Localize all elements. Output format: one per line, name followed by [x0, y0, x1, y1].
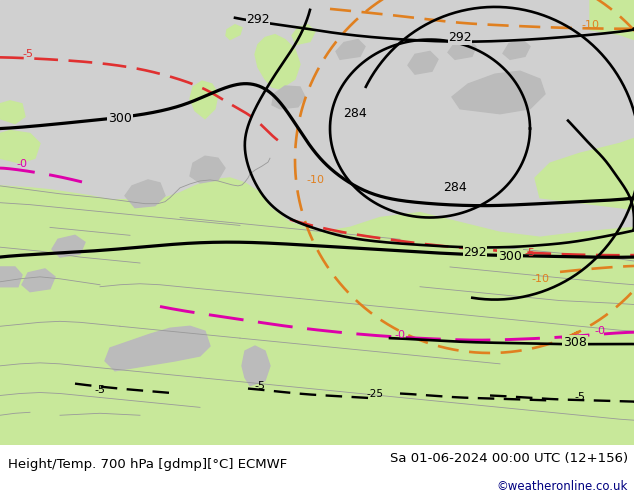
Text: -0: -0: [16, 159, 27, 169]
Polygon shape: [0, 0, 634, 445]
Polygon shape: [52, 235, 85, 257]
Polygon shape: [0, 267, 22, 287]
Polygon shape: [226, 24, 242, 40]
Text: -5: -5: [94, 385, 105, 394]
Polygon shape: [272, 86, 305, 109]
Text: -0: -0: [595, 326, 605, 336]
Text: -5: -5: [22, 49, 34, 59]
Text: ©weatheronline.co.uk: ©weatheronline.co.uk: [496, 480, 628, 490]
Text: -5: -5: [254, 381, 266, 391]
Text: -5: -5: [524, 248, 536, 258]
Text: -10: -10: [531, 274, 549, 284]
Text: 292: 292: [246, 13, 270, 26]
Text: 292: 292: [448, 31, 472, 44]
Polygon shape: [242, 346, 270, 386]
Polygon shape: [125, 180, 165, 208]
Text: 284: 284: [443, 181, 467, 195]
Polygon shape: [190, 156, 225, 183]
Text: -5: -5: [574, 392, 586, 402]
Polygon shape: [535, 138, 634, 210]
Polygon shape: [190, 81, 218, 119]
Text: 300: 300: [498, 249, 522, 263]
Text: -10: -10: [581, 20, 599, 30]
Text: -10: -10: [306, 175, 324, 185]
Polygon shape: [0, 101, 25, 123]
Text: 308: 308: [563, 336, 587, 348]
Text: 300: 300: [108, 112, 132, 125]
Polygon shape: [0, 178, 634, 445]
Polygon shape: [105, 326, 210, 371]
Polygon shape: [336, 40, 365, 59]
Text: 284: 284: [343, 107, 367, 120]
Polygon shape: [452, 71, 545, 114]
Polygon shape: [448, 40, 476, 59]
Polygon shape: [255, 35, 300, 89]
Polygon shape: [0, 130, 40, 163]
Polygon shape: [590, 0, 634, 40]
Text: Height/Temp. 700 hPa [gdmp][°C] ECMWF: Height/Temp. 700 hPa [gdmp][°C] ECMWF: [8, 458, 287, 470]
Polygon shape: [408, 51, 438, 74]
Polygon shape: [503, 40, 530, 59]
Polygon shape: [292, 24, 315, 45]
Polygon shape: [484, 75, 510, 94]
Text: -25: -25: [366, 389, 384, 398]
Text: -0: -0: [394, 330, 406, 340]
Text: Sa 01-06-2024 00:00 UTC (12+156): Sa 01-06-2024 00:00 UTC (12+156): [389, 452, 628, 465]
Polygon shape: [22, 269, 55, 292]
Text: 292: 292: [463, 245, 487, 259]
